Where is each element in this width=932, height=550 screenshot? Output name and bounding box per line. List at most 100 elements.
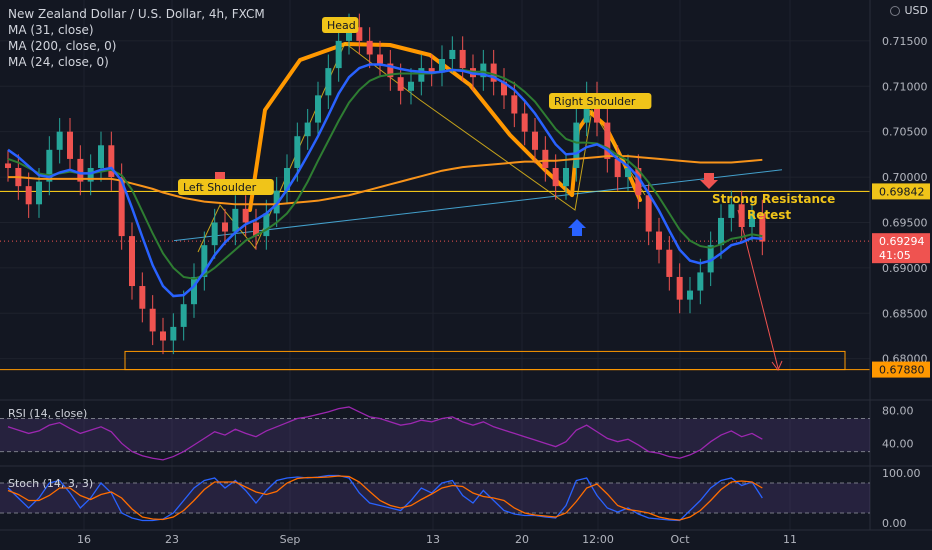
candle-body [191, 276, 197, 305]
rsi-tick-label: 80.00 [882, 404, 914, 417]
candle-body [552, 167, 559, 187]
candle-body [718, 217, 724, 246]
candle-body [201, 245, 208, 277]
currency-selector[interactable]: USD [890, 4, 928, 17]
candle-body [87, 167, 94, 182]
symbol-title[interactable]: New Zealand Dollar / U.S. Dollar, 4h, FX… [8, 7, 265, 21]
candle-body [676, 276, 683, 300]
resistance-price-badge: 0.69842 [879, 185, 925, 198]
candle-body [418, 68, 425, 82]
candle-body [77, 158, 84, 182]
stoch-k-line [7, 474, 763, 522]
candle-body [160, 331, 166, 341]
circle-icon [890, 5, 901, 16]
right-shoulder-label: Right Shoulder [554, 95, 636, 108]
neckline [173, 169, 783, 242]
candle-body [614, 158, 621, 178]
ma200-line [8, 155, 763, 206]
candle-body [253, 222, 259, 237]
candle-body [170, 326, 177, 341]
projection-arrowhead [771, 360, 783, 371]
candle-body [284, 167, 290, 191]
chart-legend: New Zealand Dollar / U.S. Dollar, 4h, FX… [8, 6, 265, 70]
candle-body [46, 149, 53, 182]
time-tick-label: 11 [783, 533, 797, 546]
candle-body [604, 122, 611, 159]
stoch-legend[interactable]: Stoch (14, 3, 3) [8, 477, 94, 490]
stoch-d-line [7, 475, 763, 521]
legend-ma31[interactable]: MA (31, close) [8, 23, 94, 37]
target-price-badge: 0.67880 [879, 364, 925, 377]
legend-ma200[interactable]: MA (200, close, 0) [8, 39, 117, 53]
rsi-line [7, 406, 763, 461]
candle-body [356, 27, 363, 41]
candle-body [707, 245, 714, 273]
candle-body [459, 49, 466, 69]
candle-body [108, 145, 115, 178]
price-tick-label: 0.71500 [882, 35, 928, 48]
head-label-bg [322, 17, 359, 33]
candle-body [738, 204, 745, 228]
candle-body [67, 131, 73, 159]
price-tick-label: 0.69500 [882, 216, 928, 229]
candle-body [511, 95, 518, 114]
current-price-badge: 0.69294 [879, 235, 925, 248]
candle-body [759, 213, 766, 242]
candle-body [118, 177, 125, 237]
candle-body [25, 186, 32, 205]
candle-body [532, 131, 538, 150]
candle-body [449, 49, 456, 60]
rsi-band [0, 418, 870, 452]
candle-body [139, 286, 146, 309]
candle-body [728, 204, 735, 218]
projection-line [737, 209, 779, 369]
strong-resistance-label: Strong Resistance [712, 192, 835, 206]
candle-body [563, 167, 569, 187]
candle-body [98, 145, 104, 168]
candle-body [294, 136, 301, 168]
price-tick-label: 0.70500 [882, 126, 928, 139]
time-tick-label: 20 [515, 533, 529, 546]
candle-body [625, 167, 631, 178]
time-tick-label: 16 [77, 533, 91, 546]
stoch-tick-label: 0.00 [882, 517, 907, 530]
price-tick-label: 0.69000 [882, 262, 928, 275]
rsi-legend[interactable]: RSI (14, close) [8, 407, 88, 420]
stoch-tick-label: 100.00 [882, 467, 921, 480]
candle-body [56, 131, 63, 150]
resistance-arrow [700, 173, 718, 189]
candle-body [542, 149, 549, 168]
candle-body [645, 195, 652, 232]
candle-body [36, 181, 42, 205]
candle-body [387, 63, 394, 78]
left-shoulder-label-bg [178, 179, 274, 195]
candle-body [5, 163, 11, 168]
time-tick-label: 12:00 [582, 533, 614, 546]
target-zone-box [124, 350, 846, 371]
legend-ma24[interactable]: MA (24, close, 0) [8, 55, 109, 69]
ma31-line [7, 63, 763, 298]
candle-body [335, 40, 342, 69]
head-label: Head [327, 19, 356, 32]
time-tick-label: 13 [426, 533, 440, 546]
candle-body [521, 113, 528, 132]
candle-body [346, 27, 352, 41]
candle-body [397, 77, 404, 91]
candle-body [666, 249, 673, 277]
ma24-line [7, 68, 763, 280]
target-price-badge-bg [872, 361, 930, 378]
pattern-zigzag [197, 42, 646, 253]
candle-body [635, 167, 642, 196]
candle-body [687, 290, 693, 300]
time-tick-label: Sep [280, 533, 301, 546]
time-tick-label: Oct [670, 533, 690, 546]
price-tick-label: 0.71000 [882, 80, 928, 93]
candle-body [749, 213, 755, 228]
candle-body [263, 213, 270, 237]
candle-body [366, 40, 373, 55]
candle-body [242, 208, 249, 223]
price-tick-label: 0.68500 [882, 307, 928, 320]
candle-body [490, 63, 497, 82]
